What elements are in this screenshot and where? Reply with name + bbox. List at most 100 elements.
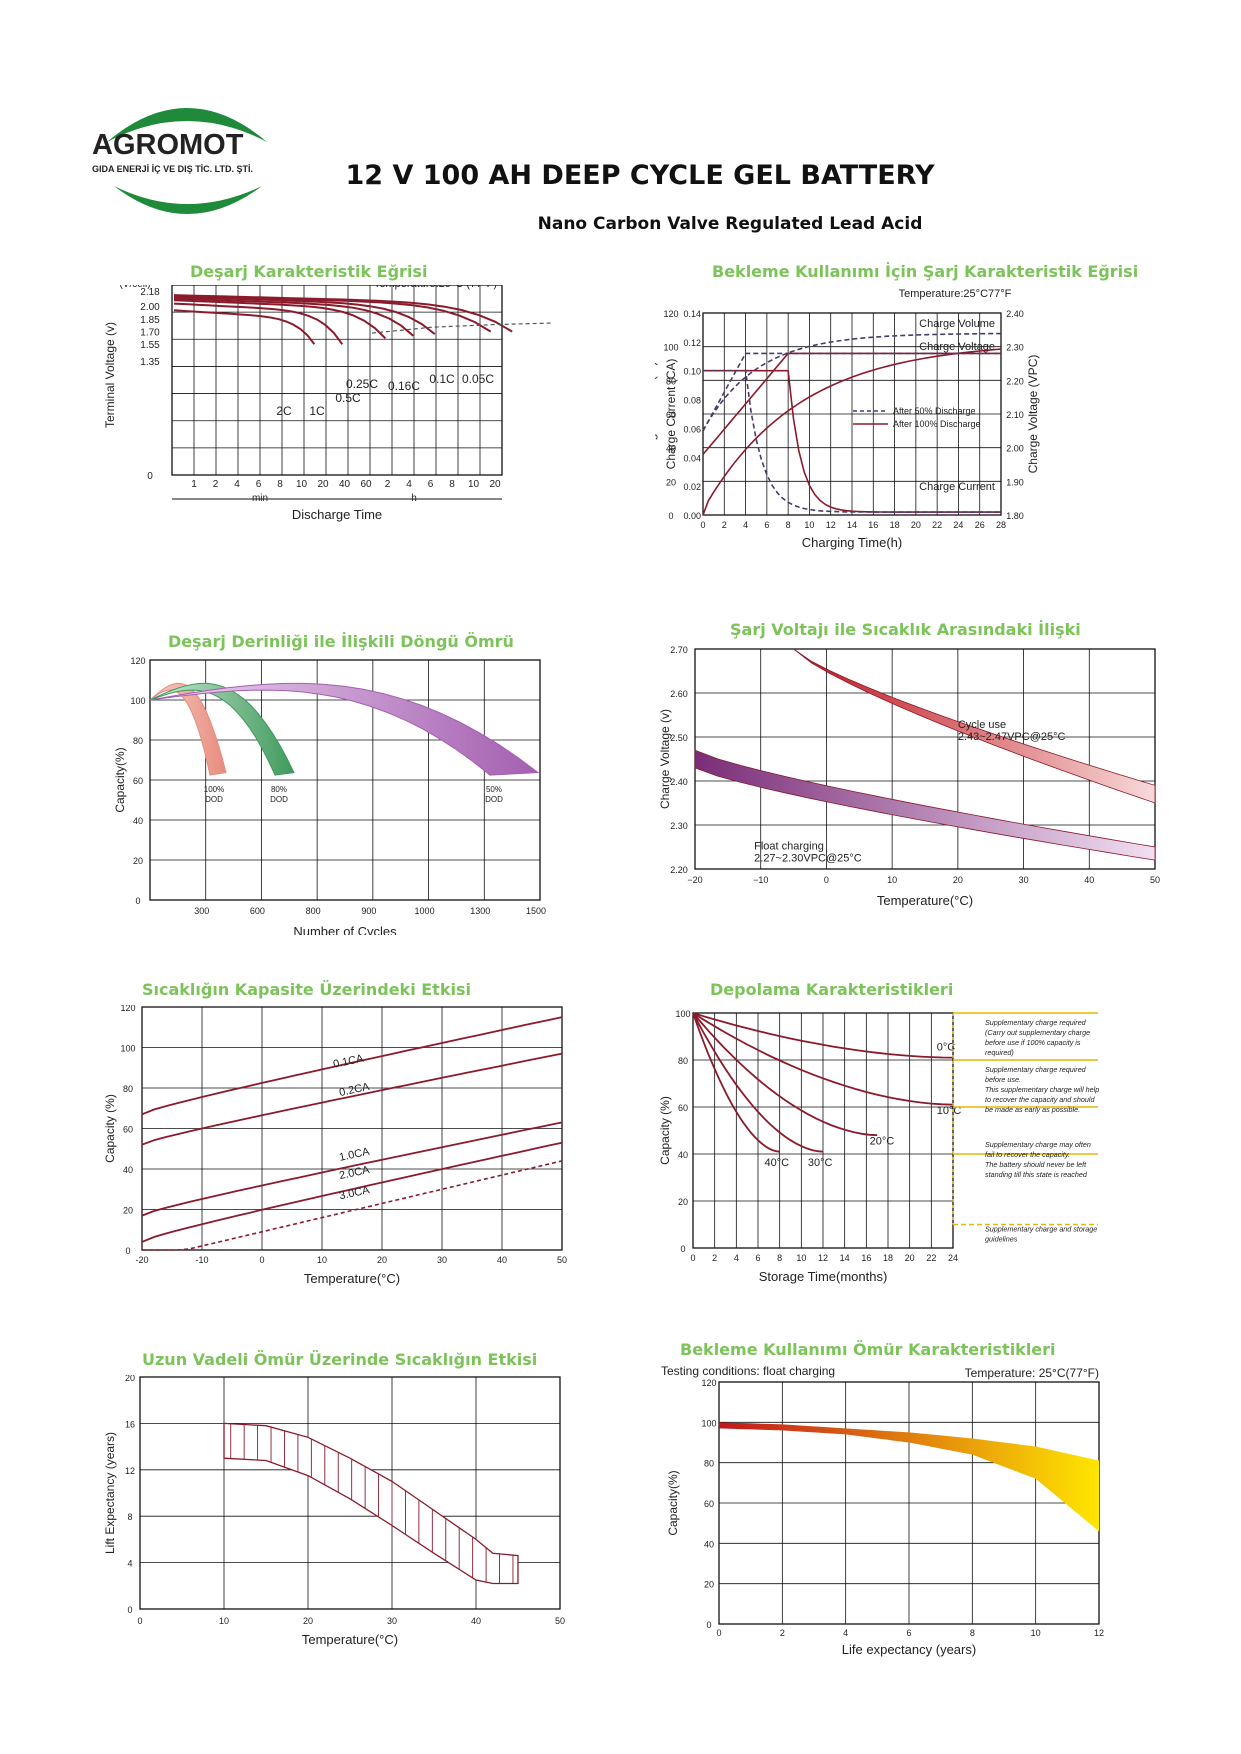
storage-note-line: guidelines	[985, 1235, 1018, 1244]
vtemp-label-float: Float charging	[754, 840, 824, 852]
floatlife-y-tick: 100	[701, 1418, 716, 1428]
vtemp-y-tick: 2.30	[670, 821, 688, 831]
tcap-x-tick: 10	[317, 1255, 327, 1265]
floatlife-y-tick: 60	[704, 1499, 714, 1509]
panel-title-cycle-life: Deşarj Derinliği ile İlişkili Döngü Ömrü	[168, 632, 514, 651]
storage-curve-30°C	[692, 1012, 824, 1153]
lifetemp-y-tick: 16	[125, 1419, 135, 1429]
discharge-y-tick: 1.35	[140, 357, 160, 368]
storage-y-tick: 60	[678, 1103, 688, 1113]
tcap-x-tick: -10	[195, 1255, 208, 1265]
lifetemp-frame	[139, 1376, 561, 1610]
vtemp-range-cycle-use: 2.43~2.47VPC@25°C	[958, 731, 1066, 743]
cycle-y-tick: 120	[130, 656, 145, 666]
standby-x-tick: 20	[911, 520, 921, 530]
lifetemp-y-tick: 4	[127, 1559, 132, 1569]
cycle-band-sublabel: DOD	[205, 795, 223, 804]
standby-volume-tick: 60	[666, 410, 676, 420]
standby-temperature-note: Temperature:25°C77°F	[899, 288, 1012, 300]
storage-x-tick: 22	[926, 1253, 936, 1263]
storage-x-label: Storage Time(months)	[759, 1269, 888, 1284]
life-temp-chart: 0 4 8 12 16 20 0 10 20 30 40 50 Temperature(°C) Lift …	[103, 1375, 565, 1647]
standby-volume-tick: 80	[666, 376, 676, 386]
tcap-curve-3.0CA	[142, 1160, 563, 1251]
storage-note-line: This supplementary charge will help	[985, 1085, 1099, 1094]
standby-x-tick: 12	[826, 520, 836, 530]
storage-note-line: standing till this state is reached	[985, 1170, 1088, 1179]
lifetemp-band	[223, 1422, 519, 1585]
discharge-x-tick: 1	[191, 479, 197, 490]
tcap-curve-0.2CA	[141, 1052, 563, 1146]
storage-note-line: fail to recover the capacity.	[985, 1150, 1070, 1159]
discharge-y-label: Terminal Voltage (v)	[103, 322, 117, 428]
lifetemp-x-tick: 50	[555, 1616, 565, 1626]
standby-x-label: Charging Time(h)	[802, 535, 902, 550]
storage-x-tick: 8	[777, 1253, 782, 1263]
lifetemp-y-label: Lift Expectancy (years)	[103, 1432, 117, 1554]
standby-voltage-tick: 2.30	[1006, 343, 1024, 353]
storage-note-line: Supplementary charge required	[985, 1065, 1087, 1074]
lifetemp-y-tick: 12	[125, 1466, 135, 1476]
discharge-y-unit: (V/cell)	[119, 285, 150, 290]
cycle-x-tick: 300	[194, 906, 209, 916]
vtemp-x-tick: 50	[1150, 875, 1160, 885]
vtemp-x-tick: 10	[887, 875, 897, 885]
discharge-series-label: 0.5C	[335, 391, 361, 405]
standby-current-tick: 0.14	[683, 309, 701, 319]
temp-capacity-chart: 0 20 40 60 80 100 120 -20 -10 0 10 20 30 40 50 Temperat…	[103, 1005, 567, 1286]
cycle-band-label: 80%	[271, 785, 287, 794]
discharge-x-tick: 2	[213, 479, 219, 490]
standby-x-tick: 16	[868, 520, 878, 530]
cycle-band-label: 100%	[204, 785, 224, 794]
storage-x-tick: 4	[734, 1253, 739, 1263]
discharge-y-tick: 1.55	[140, 340, 160, 351]
storage-series-label: 0°C	[937, 1042, 956, 1054]
storage-note-line: The battery should never be left	[985, 1160, 1087, 1169]
lifetemp-x-tick: 30	[387, 1616, 397, 1626]
vtemp-y-tick: 2.70	[670, 645, 688, 655]
floatlife-x-tick: 12	[1094, 1628, 1104, 1638]
storage-series-label: 10°C	[937, 1105, 962, 1117]
discharge-curve-0.5C	[173, 299, 387, 340]
standby-current-tick: 0.02	[683, 482, 701, 492]
panel-title-voltage-temp: Şarj Voltajı ile Sıcaklık Arasındaki İli…	[730, 620, 1081, 639]
cycle-y-tick: 20	[133, 856, 143, 866]
storage-series-label: 40°C	[765, 1157, 790, 1169]
storage-y-tick: 40	[678, 1150, 688, 1160]
vtemp-x-label: Temperature(°C)	[877, 893, 973, 908]
page-title: 12 V 100 AH DEEP CYCLE GEL BATTERY	[345, 160, 935, 191]
standby-x-tick: 26	[975, 520, 985, 530]
cycle-x-label: Number of Cycles	[293, 924, 397, 935]
panel-title-temp-capacity: Sıcaklığın Kapasite Üzerindeki Etkisi	[142, 980, 471, 999]
floatlife-x-tick: 10	[1031, 1628, 1041, 1638]
vtemp-band-cycle-use	[793, 648, 1156, 804]
tcap-x-tick: 40	[497, 1255, 507, 1265]
floatlife-band	[719, 1422, 1099, 1532]
storage-y-label: Capacity (%)	[658, 1096, 672, 1165]
storage-y-tick: 20	[678, 1197, 688, 1207]
discharge-series-label: 0.16C	[388, 379, 420, 393]
discharge-x-tick: 8	[277, 479, 283, 490]
tcap-y-label: Capacity (%)	[103, 1094, 117, 1163]
floatlife-x-tick: 6	[906, 1628, 911, 1638]
standby-y-label-current: Charge Current (CA)	[664, 359, 678, 470]
voltage-temp-chart: 2.20 2.30 2.40 2.50 2.60 2.70 −20 −10 0 10 20 30 40 5…	[658, 645, 1160, 908]
standby-x-tick: 0	[700, 520, 705, 530]
discharge-y-tick: 1.85	[140, 315, 160, 326]
tcap-x-tick: 0	[259, 1255, 264, 1265]
lifetemp-y-tick: 20	[125, 1375, 135, 1383]
standby-volume-tick: 100	[663, 343, 678, 353]
discharge-x-group-min: min	[252, 493, 268, 504]
floatlife-x-tick: 0	[716, 1628, 721, 1638]
cycle-y-tick: 60	[133, 776, 143, 786]
standby-current-tick: 0.12	[683, 338, 701, 348]
storage-x-tick: 12	[818, 1253, 828, 1263]
lifetemp-y-tick: 0	[127, 1605, 132, 1615]
standby-voltage-tick: 2.20	[1006, 376, 1024, 386]
logo-company: GIDA ENERJİ İÇ VE DIŞ TİC. LTD. ŞTİ.	[92, 164, 253, 174]
panel-title-discharge: Deşarj Karakteristik Eğrisi	[190, 262, 428, 281]
vtemp-label-cycle-use: Cycle use	[958, 719, 1006, 731]
standby-charge-current-50	[703, 369, 1001, 513]
vtemp-x-tick: 20	[953, 875, 963, 885]
floatlife-y-tick: 20	[704, 1580, 714, 1590]
